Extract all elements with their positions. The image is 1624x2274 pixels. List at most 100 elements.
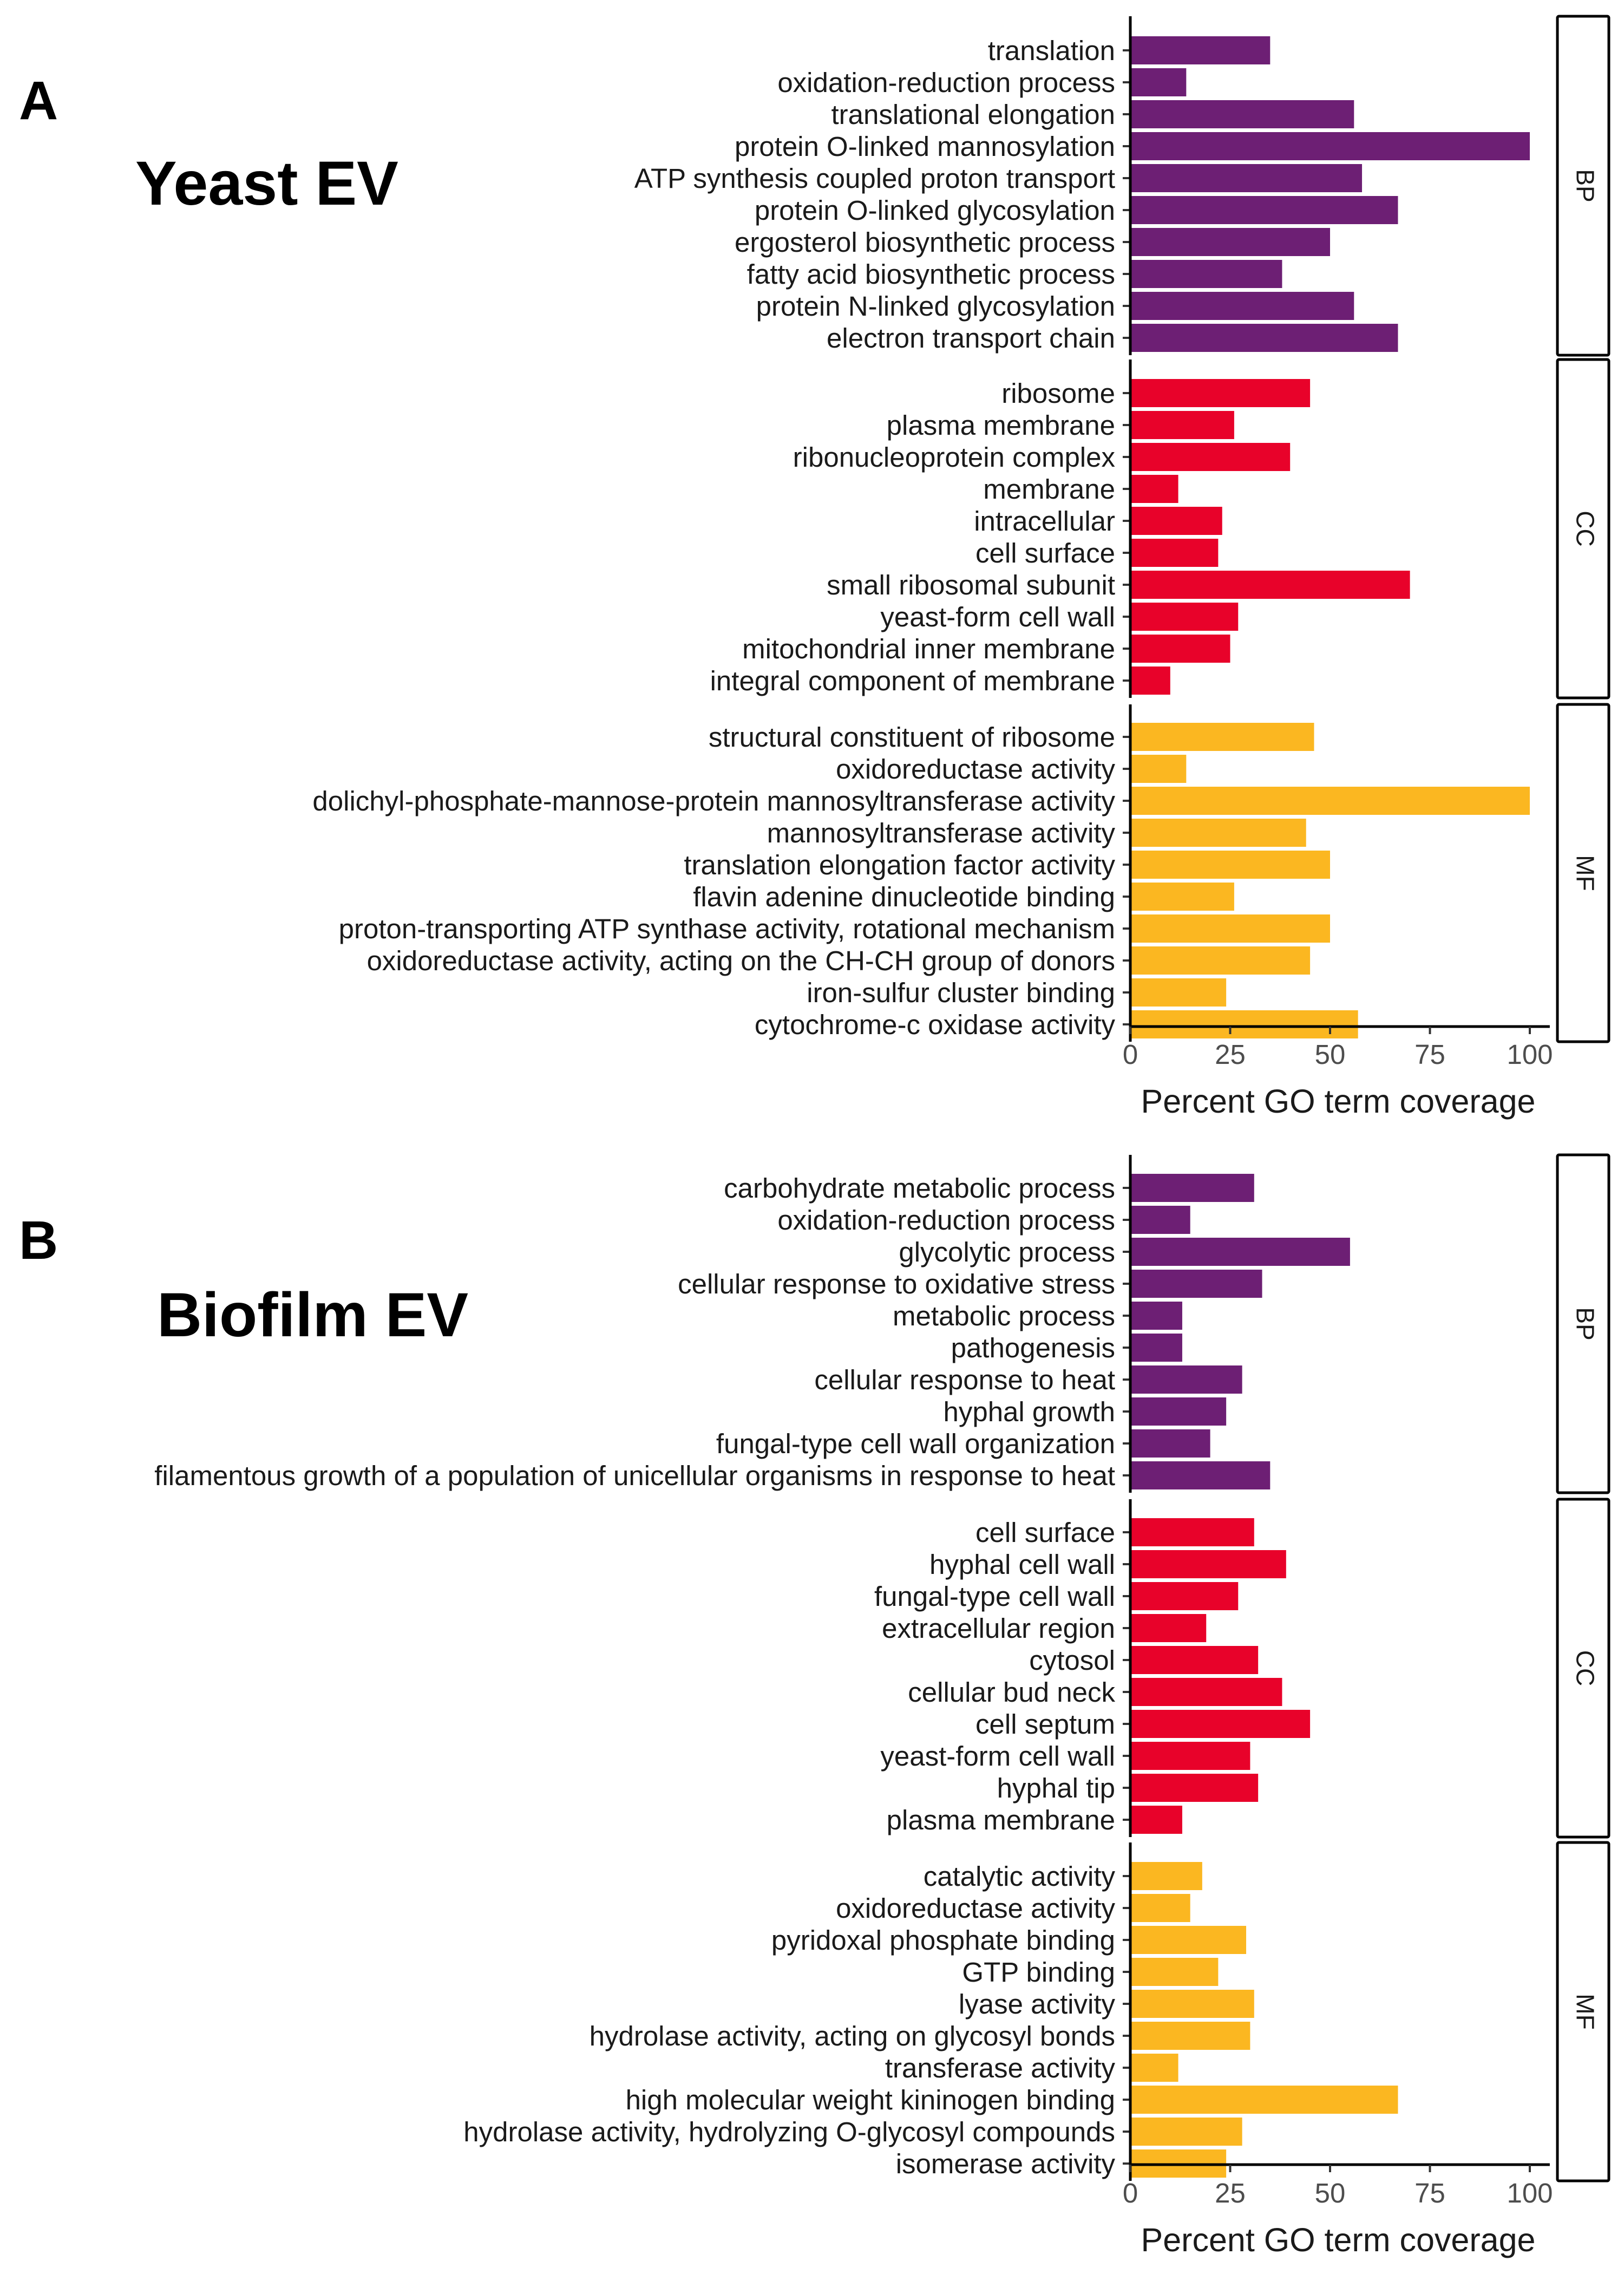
category-label: plasma membrane xyxy=(887,1805,1115,1835)
bar xyxy=(1130,755,1187,783)
x-tick-label: 25 xyxy=(1215,2178,1246,2208)
facet-strip-label: BP xyxy=(1571,1307,1599,1340)
panel-title: Biofilm EV xyxy=(157,1280,468,1350)
bar xyxy=(1130,228,1330,256)
category-label: cell surface xyxy=(975,538,1115,568)
bar xyxy=(1130,196,1398,224)
category-label: transferase activity xyxy=(885,2053,1116,2083)
category-label: oxidoreductase activity, acting on the C… xyxy=(367,945,1115,976)
category-label: mitochondrial inner membrane xyxy=(742,633,1115,664)
bar xyxy=(1130,1990,1254,2018)
x-tick-label: 25 xyxy=(1215,1039,1246,1070)
bar xyxy=(1130,100,1354,128)
category-label: cell surface xyxy=(975,1517,1115,1548)
facet-strip xyxy=(1556,1498,1610,1839)
facet-strip-label: CC xyxy=(1571,511,1599,546)
category-label: translational elongation xyxy=(831,99,1115,130)
facet-strip xyxy=(1556,1153,1610,1494)
category-label: metabolic process xyxy=(893,1301,1115,1331)
category-label: structural constituent of ribosome xyxy=(709,722,1115,753)
category-label: yeast-form cell wall xyxy=(880,1741,1115,1772)
category-label: protein O-linked mannosylation xyxy=(735,131,1115,162)
bar xyxy=(1130,883,1234,911)
bar xyxy=(1130,1334,1182,1362)
bar xyxy=(1130,475,1178,503)
bar xyxy=(1130,914,1330,943)
bar xyxy=(1130,666,1170,695)
x-axis-title: Percent GO term coverage xyxy=(1141,2221,1536,2258)
panel-letter: B xyxy=(19,1210,58,1271)
x-tick-label: 100 xyxy=(1507,1039,1553,1070)
x-tick-label: 100 xyxy=(1507,2178,1553,2208)
category-label: high molecular weight kininogen binding xyxy=(626,2084,1115,2115)
facet-strip xyxy=(1556,703,1610,1043)
bar xyxy=(1130,1365,1242,1394)
x-tick-label: 50 xyxy=(1315,2178,1346,2208)
facet-strip-label: CC xyxy=(1571,1650,1599,1686)
category-label: oxidation-reduction process xyxy=(777,67,1115,98)
bar xyxy=(1130,1646,1259,1674)
panel-a: A Yeast EV translationoxidation-reduction … xyxy=(19,15,1610,1120)
category-label: fatty acid biosynthetic process xyxy=(747,259,1115,290)
bar xyxy=(1130,260,1282,288)
category-label: protein N-linked glycosylation xyxy=(756,291,1115,322)
bar xyxy=(1130,379,1311,407)
category-label: GTP binding xyxy=(962,1957,1115,1988)
category-label: mannosyltransferase activity xyxy=(767,818,1116,848)
category-label: electron transport chain xyxy=(827,323,1115,354)
category-label: filamentous growth of a population of un… xyxy=(154,1460,1115,1491)
bar xyxy=(1130,1429,1210,1458)
bar xyxy=(1130,2086,1398,2114)
x-axis-title: Percent GO term coverage xyxy=(1141,1083,1536,1120)
bar xyxy=(1130,1742,1250,1770)
category-label: ribosome xyxy=(1001,378,1115,409)
category-label: iron-sulfur cluster binding xyxy=(807,977,1115,1008)
category-label: fungal-type cell wall organization xyxy=(716,1428,1115,1459)
bar xyxy=(1130,36,1271,64)
bar xyxy=(1130,635,1230,663)
category-label: ribonucleoprotein complex xyxy=(793,442,1115,473)
category-label: hyphal cell wall xyxy=(929,1549,1115,1580)
bar xyxy=(1130,571,1410,599)
bar xyxy=(1130,1461,1271,1489)
category-label: hydrolase activity, acting on glycosyl b… xyxy=(590,2021,1115,2051)
bar xyxy=(1130,132,1530,160)
bar xyxy=(1130,411,1234,439)
facet-bp: carbohydrate metabolic processoxidation-… xyxy=(154,1153,1610,1494)
bar xyxy=(1130,1774,1259,1802)
x-tick-label: 75 xyxy=(1415,1039,1445,1070)
bar xyxy=(1130,1206,1190,1234)
category-label: translation elongation factor activity xyxy=(684,850,1115,880)
category-label: oxidoreductase activity xyxy=(836,754,1115,785)
bar xyxy=(1130,851,1330,879)
bar xyxy=(1130,978,1227,1007)
category-label: integral component of membrane xyxy=(710,665,1115,696)
bar xyxy=(1130,2022,1250,2050)
category-label: cell septum xyxy=(975,1709,1115,1740)
bar xyxy=(1130,324,1398,352)
category-label: cytochrome-c oxidase activity xyxy=(755,1009,1116,1040)
category-label: lyase activity xyxy=(959,1989,1116,2020)
bar xyxy=(1130,1397,1227,1426)
bar xyxy=(1130,1710,1311,1738)
bar xyxy=(1130,1678,1282,1706)
facet-strip-label: BP xyxy=(1571,169,1599,202)
facet-strip xyxy=(1556,1841,1610,2182)
bar xyxy=(1130,507,1222,535)
bar xyxy=(1130,1518,1254,1546)
bar xyxy=(1130,292,1354,320)
bar xyxy=(1130,1862,1202,1890)
category-label: extracellular region xyxy=(882,1613,1115,1644)
category-label: ergosterol biosynthetic process xyxy=(735,227,1115,258)
category-label: membrane xyxy=(983,474,1115,505)
facet-strip xyxy=(1556,15,1610,357)
x-tick-label: 75 xyxy=(1415,2178,1445,2208)
bar xyxy=(1130,68,1187,96)
category-label: carbohydrate metabolic process xyxy=(724,1173,1115,1204)
bar xyxy=(1130,1238,1350,1266)
category-label: hydrolase activity, hydrolyzing O-glycos… xyxy=(463,2116,1115,2147)
category-label: fungal-type cell wall xyxy=(874,1581,1115,1612)
bar xyxy=(1130,539,1219,567)
